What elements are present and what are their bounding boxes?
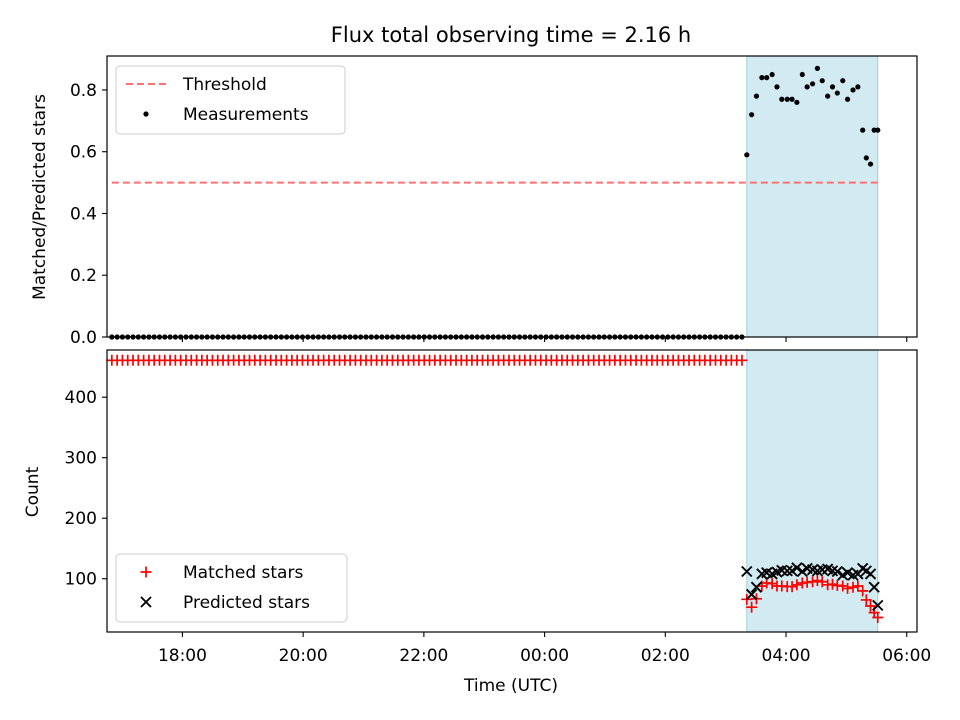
- matched-stars-point: [826, 578, 838, 590]
- matched-stars-point: [786, 581, 798, 593]
- legend-label-predicted-stars: Predicted stars: [183, 593, 310, 613]
- predicted-stars-point: [745, 588, 758, 601]
- measurement-point: [753, 93, 760, 99]
- measurement-point: [844, 96, 851, 102]
- x-axis-label: Time (UTC): [463, 676, 558, 696]
- bottom-y-tick-label: 300: [65, 449, 97, 469]
- top-legend: Threshold Measurements: [115, 65, 346, 135]
- bottom-legend: Matched stars Predicted stars: [115, 553, 348, 623]
- legend-label-threshold: Threshold: [182, 75, 267, 95]
- top-y-axis-label: Matched/Predicted stars: [30, 94, 50, 300]
- matched-stars-point: [766, 578, 778, 590]
- measurement-point: [850, 87, 856, 93]
- measurement-point: [784, 96, 790, 102]
- top-axes-frame: [106, 55, 918, 338]
- bottom-legend-box: [115, 553, 348, 623]
- measurement-point: [860, 127, 866, 133]
- measurement-point: [855, 84, 861, 90]
- bottom-x-tick-label: 00:00: [520, 646, 569, 666]
- bottom-x-tick-label: 04:00: [762, 646, 811, 666]
- top-y-tick-label: 0.2: [70, 266, 97, 286]
- bottom-y-tick-label: 100: [65, 570, 97, 590]
- bottom-x-tick-label: 02:00: [641, 646, 690, 666]
- legend-measurements-swatch: [143, 111, 149, 117]
- bottom-y-axis-label: Count: [23, 466, 43, 517]
- bottom-x-tick-label: 22:00: [399, 646, 448, 666]
- top-y-tick-label: 0.0: [70, 328, 97, 348]
- top-highlight-span: [746, 55, 879, 338]
- matched-stars-point: [807, 576, 819, 588]
- measurement-point: [825, 93, 831, 99]
- legend-predicted-swatch: [140, 596, 152, 608]
- top-legend-box: [115, 65, 346, 135]
- measurement-point: [840, 78, 846, 84]
- measurement-point: [829, 84, 836, 90]
- matched-stars-point: [736, 354, 748, 366]
- measurement-point: [774, 84, 780, 90]
- matched-stars-point: [857, 585, 869, 597]
- predicted-stars-point: [868, 581, 880, 593]
- bottom-series-predicted-stars: [741, 562, 884, 612]
- matched-stars-point: [791, 579, 803, 591]
- predicted-stars-point: [791, 562, 803, 574]
- matched-stars-point: [865, 600, 877, 612]
- measurement-point: [744, 152, 750, 158]
- measurement-point: [804, 84, 810, 90]
- predicted-stars-point: [750, 581, 763, 593]
- matched-stars-point: [852, 580, 864, 592]
- measurement-point: [764, 75, 770, 81]
- top-y-tick-label: 0.6: [70, 143, 97, 163]
- bottom-y-tick-label: 400: [65, 388, 97, 408]
- predicted-stars-point: [741, 565, 753, 578]
- matched-stars-point: [872, 611, 884, 623]
- top-y-tick-label: 0.4: [70, 204, 97, 224]
- matched-stars-point: [837, 580, 849, 592]
- matched-stars-point: [860, 594, 872, 606]
- predicted-stars-point: [864, 568, 877, 580]
- measurement-point: [871, 127, 877, 133]
- measurement-point: [779, 96, 785, 102]
- measurement-point: [759, 75, 765, 81]
- predicted-stars-point: [781, 565, 793, 577]
- bottom-y-tick-label: 200: [65, 509, 97, 529]
- matched-stars-point: [847, 581, 859, 593]
- top-panel: 0.0 0.2 0.4 0.6 0.8 Threshold Measurements: [70, 55, 918, 348]
- bottom-series-matched-stars: [106, 354, 884, 623]
- predicted-stars-point: [831, 565, 843, 578]
- measurement-point: [769, 71, 775, 78]
- bottom-axes-frame: [106, 349, 918, 633]
- predicted-stars-point: [872, 599, 884, 612]
- matched-stars-point: [842, 582, 854, 594]
- measurement-point: [809, 81, 816, 87]
- bottom-x-tick-label: 20:00: [279, 646, 328, 666]
- measurement-point: [794, 99, 800, 105]
- measurement-point: [789, 96, 795, 102]
- measurement-point: [819, 78, 825, 84]
- top-y-tick-label: 0.8: [70, 81, 97, 101]
- measurement-point: [834, 90, 840, 96]
- measurement-point: [875, 127, 881, 133]
- measurement-point: [749, 112, 755, 118]
- bottom-x-tick-label: 18:00: [158, 646, 207, 666]
- legend-label-measurements: Measurements: [183, 105, 309, 125]
- bottom-x-tick-label: 06:00: [882, 646, 931, 666]
- legend-matched-swatch: [140, 566, 152, 578]
- measurement-point: [867, 161, 874, 167]
- measurement-point: [863, 155, 869, 161]
- matched-stars-point: [746, 601, 758, 613]
- measurement-point: [799, 71, 805, 78]
- chart-title: Flux total observing time = 2.16 h: [331, 23, 691, 47]
- matched-stars-point: [811, 575, 823, 587]
- bottom-panel: 100 200 300 400 18:00 20:00 22:00 00:00 02:00 04:…: [65, 349, 931, 666]
- legend-label-matched-stars: Matched stars: [183, 563, 303, 583]
- measurement-point: [814, 65, 821, 71]
